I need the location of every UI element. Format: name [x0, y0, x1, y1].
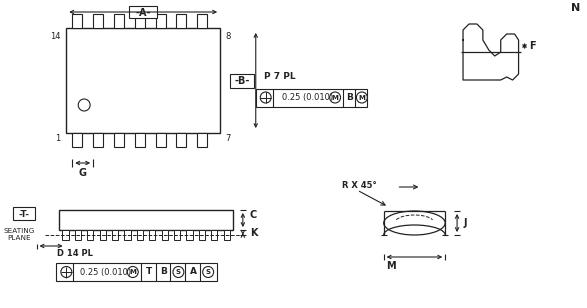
Bar: [87, 230, 93, 240]
Text: D 14 PL: D 14 PL: [58, 249, 93, 258]
Bar: [174, 230, 180, 240]
Circle shape: [356, 92, 367, 103]
Text: P 7 PL: P 7 PL: [264, 72, 295, 81]
Bar: [177, 133, 186, 147]
Bar: [224, 230, 230, 240]
Text: 1: 1: [55, 134, 60, 143]
Text: 0.25 (0.010): 0.25 (0.010): [282, 93, 333, 102]
Circle shape: [203, 266, 214, 278]
Bar: [177, 14, 186, 28]
Text: J: J: [463, 218, 467, 228]
Text: A: A: [190, 268, 197, 277]
Text: K: K: [250, 228, 257, 237]
Text: 14: 14: [50, 32, 60, 41]
Circle shape: [127, 266, 138, 278]
Text: T: T: [146, 268, 152, 277]
Bar: [135, 14, 144, 28]
Text: 8: 8: [225, 32, 230, 41]
Bar: [187, 230, 193, 240]
Bar: [75, 230, 81, 240]
Text: S: S: [176, 269, 181, 275]
Circle shape: [330, 92, 340, 103]
Bar: [124, 230, 131, 240]
Text: M: M: [129, 269, 136, 275]
Bar: [93, 133, 103, 147]
Bar: [72, 133, 82, 147]
Bar: [112, 230, 118, 240]
Text: R X 45°: R X 45°: [342, 180, 377, 189]
Bar: [199, 230, 205, 240]
Bar: [137, 230, 143, 240]
Text: G: G: [79, 168, 87, 178]
Bar: [93, 14, 103, 28]
Bar: [62, 230, 69, 240]
Bar: [149, 230, 156, 240]
Bar: [72, 14, 82, 28]
Text: M: M: [386, 261, 395, 271]
Bar: [114, 133, 124, 147]
Circle shape: [61, 266, 72, 278]
Bar: [197, 14, 207, 28]
Text: 0.25 (0.010): 0.25 (0.010): [80, 268, 131, 277]
Text: SEATING
PLANE: SEATING PLANE: [3, 228, 35, 241]
Text: B: B: [160, 268, 167, 277]
Text: B: B: [346, 93, 353, 102]
Circle shape: [78, 99, 90, 111]
Ellipse shape: [384, 211, 445, 235]
Text: M: M: [359, 95, 365, 100]
Bar: [13, 207, 35, 220]
Bar: [59, 210, 233, 230]
Bar: [66, 28, 220, 133]
Text: M: M: [332, 95, 339, 100]
Circle shape: [173, 266, 184, 278]
Circle shape: [260, 92, 271, 103]
Text: 7: 7: [225, 134, 230, 143]
Bar: [56, 263, 217, 281]
Bar: [230, 74, 254, 87]
Text: -T-: -T-: [18, 209, 29, 218]
Bar: [197, 133, 207, 147]
Bar: [211, 230, 217, 240]
Text: C: C: [250, 210, 257, 220]
Bar: [156, 14, 166, 28]
Bar: [256, 88, 367, 107]
Bar: [129, 6, 157, 18]
Bar: [100, 230, 106, 240]
Bar: [161, 230, 168, 240]
Bar: [114, 14, 124, 28]
Text: -B-: -B-: [234, 75, 249, 86]
Text: N: N: [571, 3, 580, 13]
Text: S: S: [205, 269, 211, 275]
Bar: [156, 133, 166, 147]
Bar: [135, 133, 144, 147]
Text: -A-: -A-: [136, 8, 151, 18]
Text: F: F: [529, 41, 536, 51]
